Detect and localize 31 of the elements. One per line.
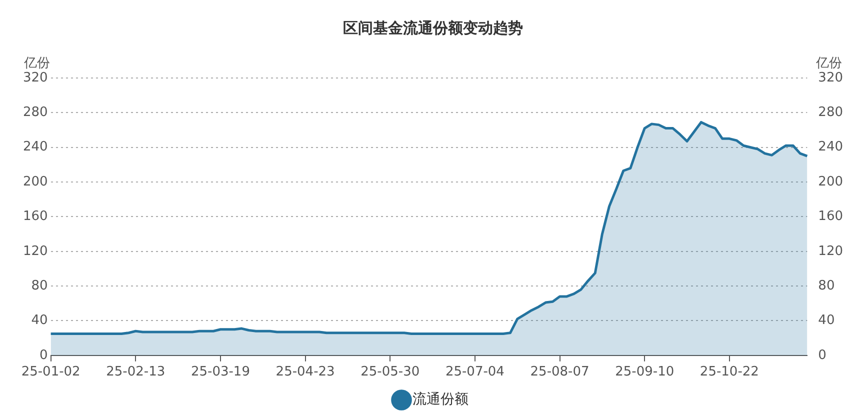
y-tick-label: 80 (31, 278, 48, 294)
y2-tick-label: 160 (818, 209, 844, 224)
x-tick-label: 25-04-23 (276, 364, 335, 380)
y2-tick-label: 200 (818, 174, 844, 190)
y2-axis-title: 亿份 (815, 56, 842, 71)
x-tick-label: 25-10-22 (700, 364, 759, 380)
y-tick-label: 320 (22, 70, 48, 86)
y2-tick-label: 120 (818, 244, 844, 259)
chart-title: 区间基金流通份额变动趋势 (343, 18, 523, 37)
y-tick-label: 280 (22, 105, 48, 120)
y-tick-label: 40 (31, 313, 48, 328)
y2-tick-label: 280 (818, 105, 844, 120)
y-axis-title: 亿份 (23, 56, 50, 71)
x-tick-label: 25-05-30 (360, 364, 420, 380)
x-tick-label: 25-01-02 (21, 364, 80, 380)
y-tick-label: 240 (22, 140, 48, 155)
x-tick-label: 25-03-19 (190, 364, 250, 380)
y2-tick-label: 240 (818, 140, 844, 155)
x-tick-label: 25-08-07 (530, 364, 590, 380)
y-tick-label: 200 (22, 174, 48, 190)
y2-tick-label: 40 (818, 313, 835, 328)
y-tick-label: 120 (22, 244, 48, 259)
y-tick-label: 160 (22, 209, 48, 224)
y-tick-label: 0 (40, 348, 48, 363)
x-tick-label: 25-02-13 (106, 364, 166, 380)
y2-tick-label: 80 (818, 278, 835, 294)
x-tick-label: 25-07-04 (445, 364, 504, 380)
y2-tick-label: 320 (818, 70, 844, 86)
legend-label: 流通份额 (412, 392, 468, 408)
x-tick-label: 25-09-10 (615, 364, 674, 380)
y2-tick-label: 0 (818, 348, 826, 363)
